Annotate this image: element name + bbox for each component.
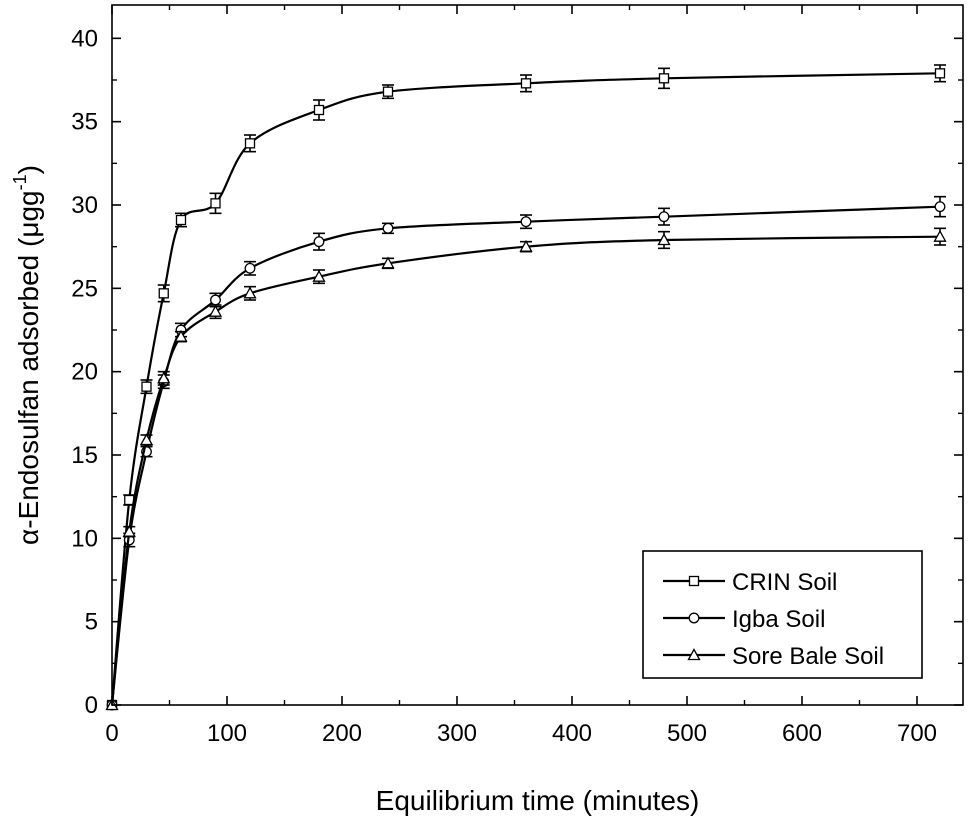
- x-tick-label: 200: [322, 720, 362, 747]
- data-point: [383, 224, 393, 234]
- data-point: [159, 289, 168, 298]
- y-tick-label: 30: [71, 192, 98, 219]
- y-tick-label: 35: [71, 109, 98, 136]
- legend-marker: [690, 577, 699, 586]
- data-point: [142, 382, 151, 391]
- x-tick-label: 0: [105, 720, 118, 747]
- legend: CRIN Soil Igba Soil Sore Bale Soil: [643, 551, 922, 678]
- x-tick-label: 300: [437, 720, 477, 747]
- data-point: [245, 264, 255, 274]
- legend-label: Sore Bale Soil: [732, 643, 884, 670]
- data-point: [935, 202, 945, 212]
- data-point: [314, 237, 324, 247]
- x-tick-label: 100: [207, 720, 247, 747]
- data-point: [210, 306, 221, 316]
- x-axis-title: Equilibrium time (minutes): [376, 785, 700, 816]
- data-point: [659, 212, 669, 222]
- y-axis-title-close: ): [13, 165, 44, 174]
- data-point: [521, 217, 531, 227]
- y-tick-label: 20: [71, 359, 98, 386]
- data-point: [211, 295, 221, 305]
- x-tick-label: 500: [667, 720, 707, 747]
- y-tick-label: 10: [71, 525, 98, 552]
- data-point: [936, 69, 945, 78]
- data-point: [246, 139, 255, 148]
- x-tick-label: 600: [782, 720, 822, 747]
- data-point: [660, 74, 669, 83]
- data-point: [315, 106, 324, 115]
- x-tick-label: 700: [897, 720, 937, 747]
- data-point: [177, 216, 186, 225]
- legend-marker: [689, 613, 699, 623]
- legend-label: Igba Soil: [732, 606, 825, 633]
- y-tick-label: 0: [85, 692, 98, 719]
- data-point: [211, 199, 220, 208]
- y-tick-label: 5: [85, 609, 98, 636]
- y-axis-title: α-Endosulfan adsorbed (μgg-1): [10, 165, 44, 545]
- x-tick-label: 400: [552, 720, 592, 747]
- y-axis-title-main: α-Endosulfan adsorbed (μgg: [13, 190, 44, 545]
- data-point: [522, 79, 531, 88]
- data-point: [384, 87, 393, 96]
- y-axis-title-superscript: -1: [10, 174, 30, 190]
- legend-label: CRIN Soil: [732, 569, 837, 596]
- data-point: [125, 496, 134, 505]
- y-tick-label: 25: [71, 275, 98, 302]
- y-tick-label: 40: [71, 25, 98, 52]
- y-tick-label: 15: [71, 442, 98, 469]
